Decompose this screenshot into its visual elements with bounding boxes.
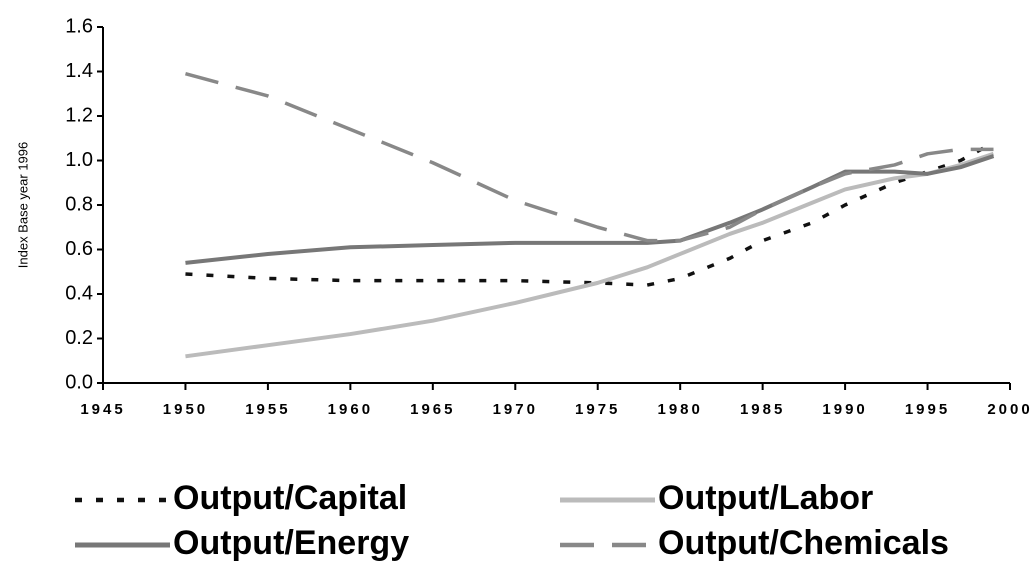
y-tick-label: 0.2 — [65, 327, 93, 349]
series-line — [184, 72, 994, 243]
x-tick-label: 1945 — [80, 401, 125, 418]
y-tick-label: 0.6 — [65, 238, 93, 260]
x-tick-label: 1950 — [163, 401, 208, 418]
y-tick-label: 1.4 — [65, 60, 93, 82]
x-tick-label: 1955 — [245, 401, 290, 418]
y-tick-label: 0.4 — [65, 282, 93, 304]
y-tick-label: 0.0 — [65, 371, 93, 393]
x-tick-label: 1985 — [740, 401, 785, 418]
legend-label: Output/Labor — [658, 479, 873, 517]
y-tick-label: 1.6 — [65, 15, 93, 37]
x-tick-label: 1980 — [657, 401, 702, 418]
series-line — [185, 154, 995, 265]
series-line — [185, 141, 995, 287]
y-tick-label: 0.8 — [65, 193, 93, 215]
x-tick-label: 1960 — [328, 401, 373, 418]
y-axis-label: Index Base year 1996 — [15, 142, 30, 268]
series-line — [185, 151, 995, 359]
y-tick-label: 1.2 — [65, 104, 93, 126]
x-tick-label: 1975 — [575, 401, 620, 418]
legend-label: Output/Capital — [173, 479, 407, 517]
y-tick-label: 1.0 — [65, 149, 93, 171]
legend-label: Output/Chemicals — [658, 524, 949, 562]
x-tick-label: 1965 — [410, 401, 455, 418]
x-tick-label: 1990 — [822, 401, 867, 418]
x-tick-label: 2000 — [987, 401, 1032, 418]
x-tick-label: 1970 — [493, 401, 538, 418]
x-tick-label: 1995 — [905, 401, 950, 418]
legend-label: Output/Energy — [173, 524, 409, 562]
